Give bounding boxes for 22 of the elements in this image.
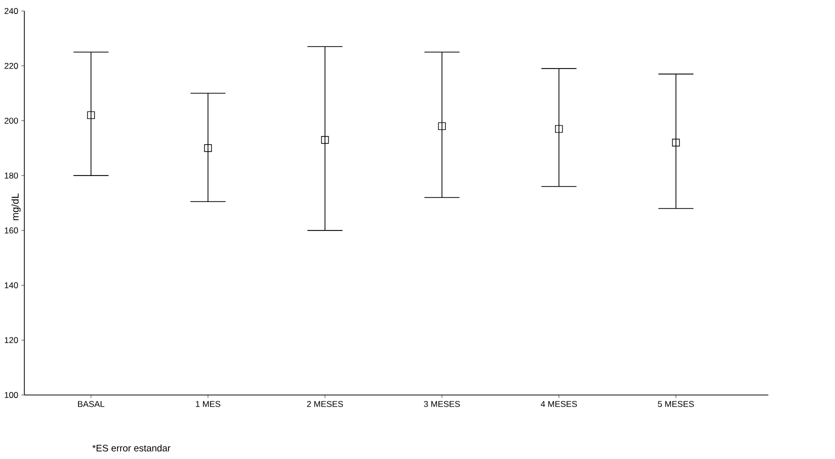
- point: [672, 138, 680, 146]
- x-tick-label: 1 MES: [196, 401, 220, 407]
- y-tick-label: 100: [4, 392, 18, 398]
- text: *ES error estandar: [92, 444, 170, 452]
- point: [87, 111, 95, 120]
- y-tick-label: 220: [4, 62, 18, 69]
- y-tick-label: 240: [4, 8, 18, 14]
- y-tick-label: 180: [4, 172, 18, 179]
- point: [555, 125, 563, 133]
- point: [438, 122, 446, 130]
- y-tick-label: 140: [4, 282, 18, 288]
- x-tick-label: 2 MESES: [307, 401, 343, 407]
- y-tick-label: 160: [4, 227, 18, 234]
- point: [204, 144, 212, 152]
- x-tick-label: 3 MESES: [424, 401, 460, 407]
- point: [321, 136, 329, 144]
- x-tick-label: 5 MESES: [658, 401, 694, 407]
- x-tick-label: 4 MESES: [540, 401, 577, 407]
- y-tick-label: 200: [4, 118, 18, 124]
- y-tick-label: 120: [4, 337, 18, 344]
- x-tick-label: BASAL: [78, 401, 104, 407]
- y-axis-title: mg/dL: [11, 193, 21, 220]
